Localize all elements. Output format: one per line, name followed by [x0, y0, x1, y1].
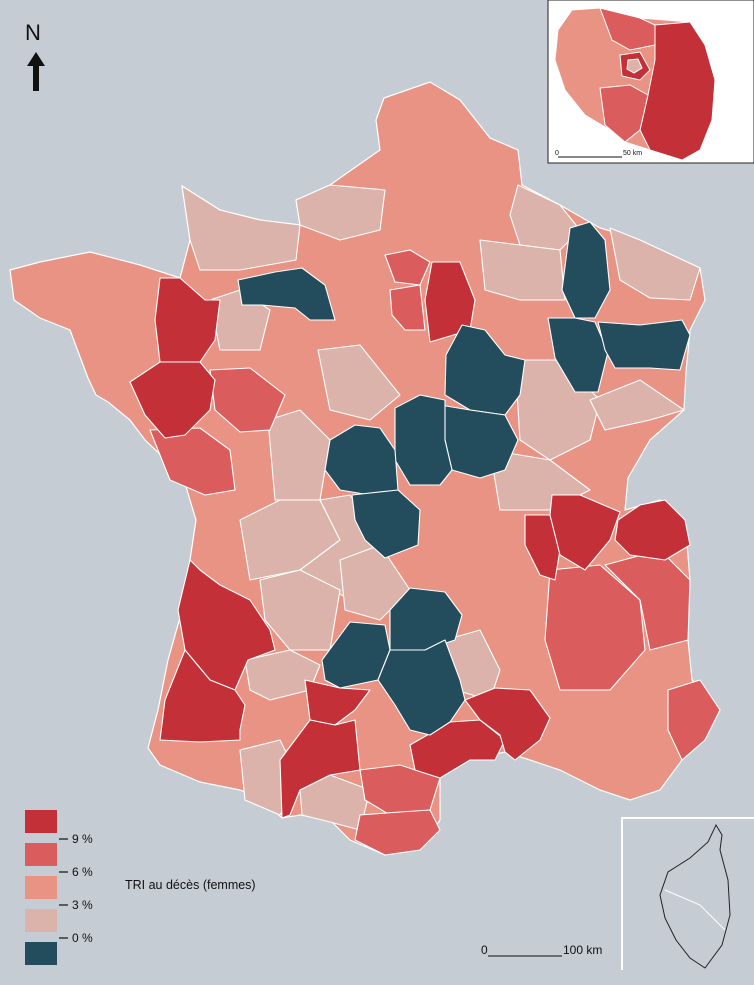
scale-bar: 0 100 km — [481, 943, 602, 957]
dept-darkred-4 — [177, 559, 276, 691]
dept-darkred-9 — [464, 687, 551, 761]
inset-corsica-frame — [621, 817, 754, 970]
legend-tick-3: 3 % — [72, 898, 93, 912]
dept-darkred-11 — [549, 494, 621, 571]
dept-teal-6 — [351, 489, 421, 559]
legend-swatch-3 — [25, 876, 57, 899]
legend-title: TRI au décès (femmes) — [125, 878, 256, 892]
legend: 9 % 6 % 3 % 0 % TRI au décès (femmes) — [25, 810, 256, 965]
dept-pale-4 — [479, 239, 566, 301]
dept-pale-7 — [589, 379, 685, 431]
inset-corsica — [621, 817, 754, 970]
dept-red-2 — [149, 427, 236, 496]
dept-teal-7 — [561, 221, 611, 319]
legend-tick-0: 0 % — [72, 931, 93, 945]
legend-tick-6: 6 % — [72, 865, 93, 879]
scale-start: 0 — [481, 943, 488, 957]
dept-darkred-8 — [409, 719, 506, 779]
inset-south — [599, 84, 649, 143]
dept-red-9 — [354, 809, 441, 856]
scale-end: 100 km — [563, 943, 602, 957]
corsica-boundary — [664, 889, 726, 931]
dept-red-4 — [384, 249, 431, 286]
inset-east — [639, 21, 716, 161]
inset-scale-end: 50 km — [623, 150, 642, 157]
legend-swatch-5 — [25, 942, 57, 965]
dept-red-1 — [209, 367, 286, 433]
dept-teal-9 — [597, 319, 691, 371]
dept-teal-12 — [377, 639, 466, 736]
dept-teal-1 — [237, 267, 336, 321]
dept-darkred-12 — [614, 499, 691, 561]
dept-red-7 — [667, 679, 721, 761]
dept-darkred-1 — [154, 277, 221, 363]
north-arrow: N — [25, 20, 45, 91]
legend-tick-9: 9 % — [72, 832, 93, 846]
corsica-outline — [659, 823, 731, 969]
inset-scale-start: 0 — [555, 150, 559, 157]
dept-red-5 — [544, 564, 646, 691]
legend-swatch-4 — [25, 909, 57, 932]
dept-teal-2 — [444, 324, 526, 416]
dept-teal-8 — [547, 317, 609, 393]
dept-darkred-2 — [129, 361, 216, 439]
legend-swatch-1 — [25, 810, 57, 833]
dept-red-3 — [389, 284, 426, 331]
dept-teal-4 — [394, 394, 453, 486]
inset-ile-de-france: 0 50 km — [547, 0, 754, 164]
legend-swatch-2 — [25, 843, 57, 866]
departments — [129, 184, 721, 856]
inset-ring — [626, 58, 643, 74]
dept-darkred-7 — [279, 719, 361, 819]
inset-north — [599, 7, 656, 51]
north-label: N — [25, 20, 41, 45]
dept-pale-2 — [181, 185, 301, 271]
dept-pale-9 — [317, 344, 401, 421]
north-arrow-icon — [27, 52, 45, 91]
dept-darkred-5 — [159, 649, 246, 743]
dept-pale-5 — [609, 227, 701, 301]
